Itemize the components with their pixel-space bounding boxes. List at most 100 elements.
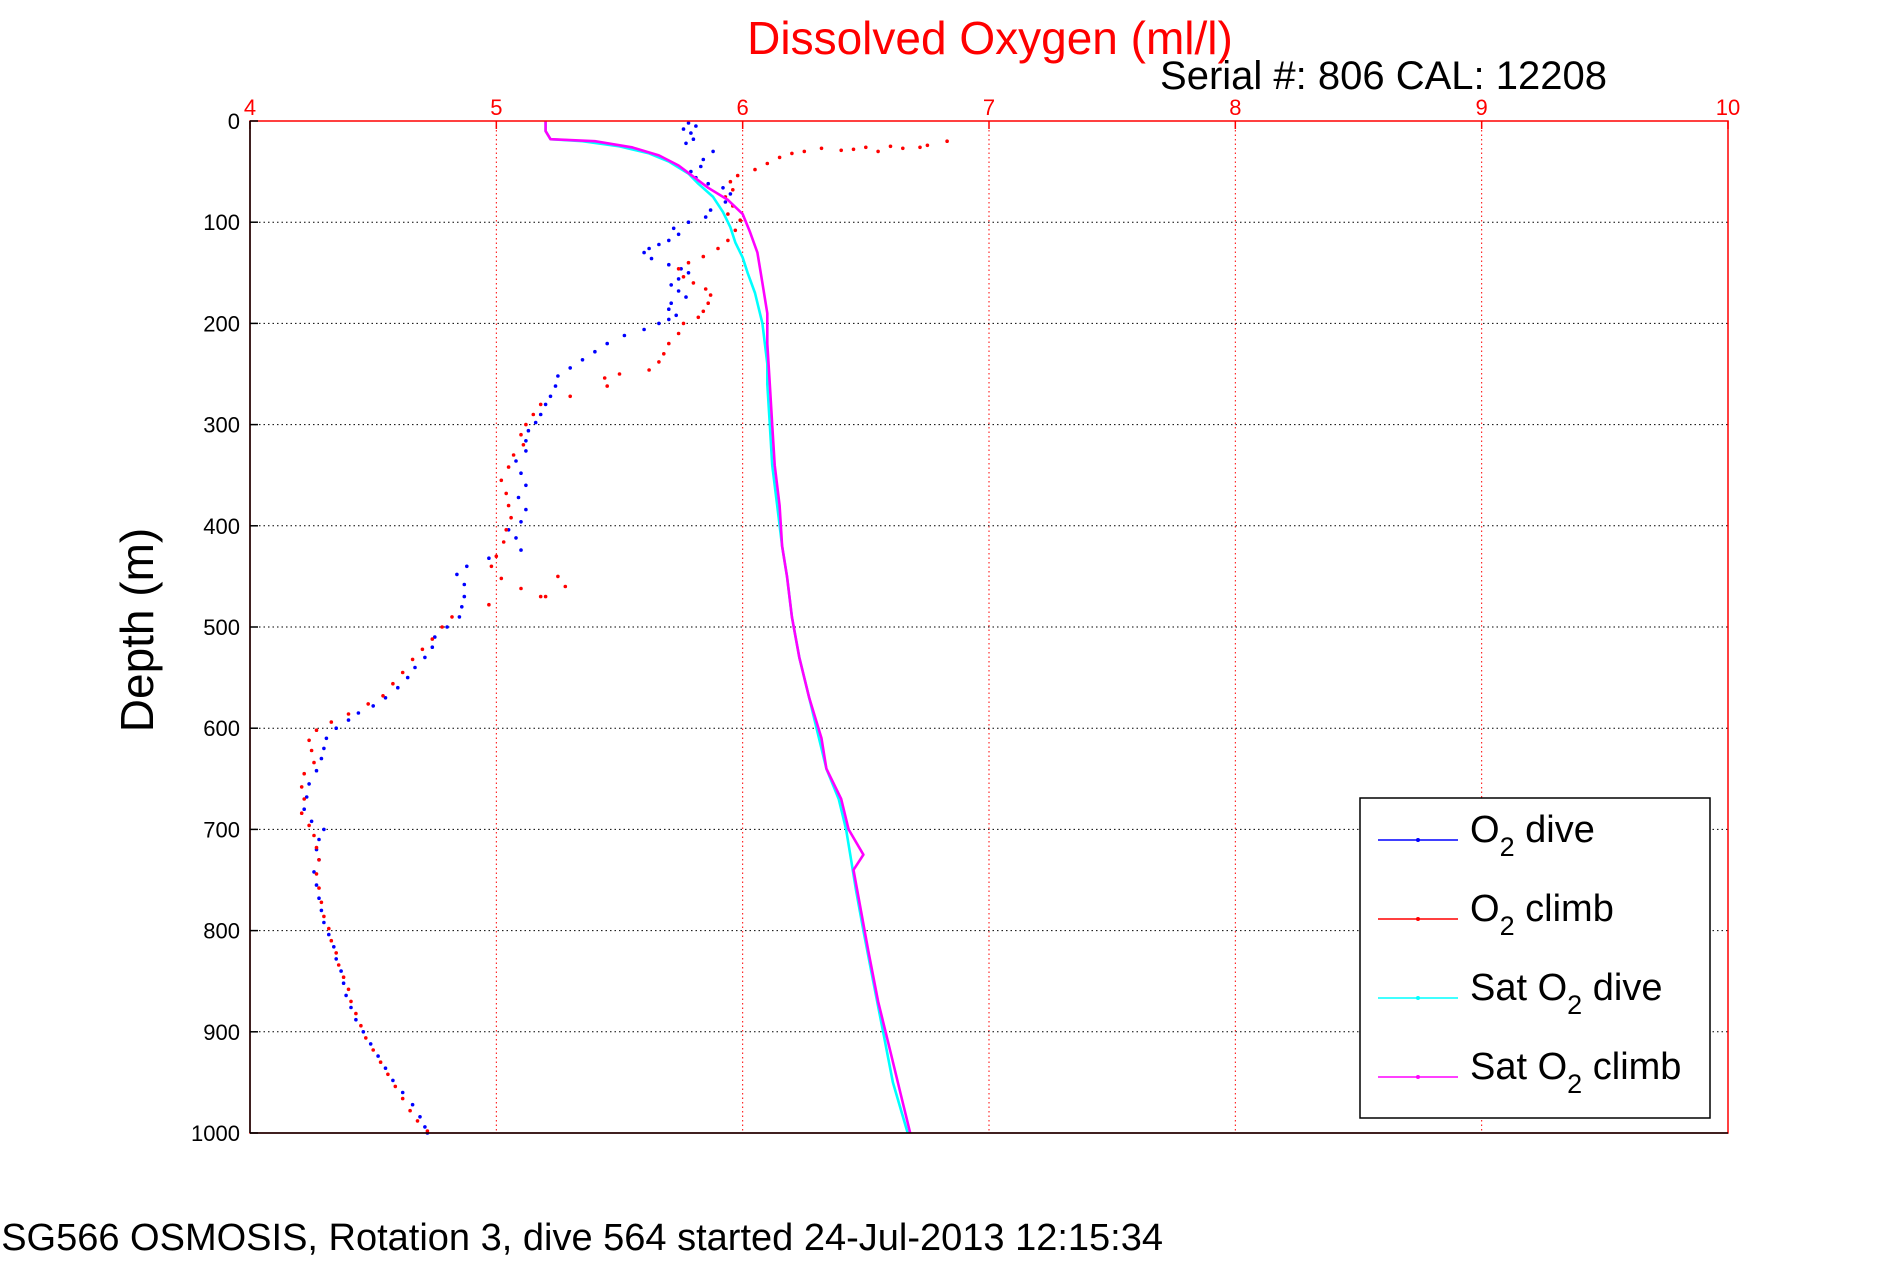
data-point [504,491,509,496]
data-point [332,945,336,949]
data-point [509,515,513,520]
data-point [676,267,681,271]
data-point [383,1066,388,1070]
data-point [524,439,528,443]
data-point [694,124,698,128]
y-tick-label: 300 [203,413,240,438]
data-point [314,872,319,876]
data-point [667,238,671,243]
series-1 [299,139,949,1133]
data-point [359,1023,363,1028]
y-tick-label: 800 [203,919,240,944]
data-point [312,833,316,838]
data-point [344,993,348,998]
data-point [499,576,504,581]
data-point [366,702,371,706]
data-point [319,900,324,905]
data-point [356,711,361,715]
data-point [642,327,646,332]
data-point [689,131,693,135]
data-point [519,520,523,524]
data-point [445,625,449,629]
data-point [642,250,646,255]
legend-marker [1416,996,1420,1000]
chart-title: Dissolved Oxygen (ml/l) [747,12,1233,64]
data-point [499,478,504,483]
data-point [317,886,321,890]
data-point [657,242,661,247]
y-tick-label: 600 [203,716,240,741]
data-point [735,173,740,178]
data-point [511,453,516,457]
data-point [726,238,730,243]
data-point [901,146,905,151]
data-point [526,428,531,433]
data-point [302,797,307,801]
data-point [302,807,307,811]
data-point [450,615,454,619]
x-tick-label: 4 [244,95,256,120]
data-point [605,384,609,388]
data-point [346,987,351,992]
data-point [524,507,528,512]
data-point [354,1011,358,1016]
data-point [647,246,651,251]
data-point [410,657,415,662]
data-point [400,670,405,675]
data-point [346,712,351,716]
data-point [314,768,319,773]
y-tick-label: 700 [203,817,240,842]
data-point [514,536,518,540]
data-point [679,267,683,271]
data-point [410,1102,415,1107]
data-point [723,200,728,204]
data-point [686,260,691,265]
series-0 [302,121,733,1135]
data-point [671,226,676,231]
x-tick-label: 8 [1229,95,1241,120]
data-point [519,471,523,476]
data-point [686,271,691,275]
data-point [309,819,314,824]
data-point [706,301,710,306]
data-point [925,143,930,148]
data-point [322,746,326,751]
data-point [708,293,713,297]
data-point [667,307,671,312]
data-point [383,696,388,700]
data-point [489,564,494,569]
y-tick-label: 500 [203,615,240,640]
y-tick-label: 1000 [191,1121,240,1146]
data-point [802,149,807,154]
data-point [568,394,572,399]
data-point [425,1129,430,1133]
data-point [317,896,321,900]
data-point [686,220,691,224]
legend-marker [1416,838,1420,842]
data-point [465,564,469,569]
data-point [386,1072,390,1077]
data-point [371,704,376,708]
y-tick-label: 200 [203,311,240,336]
data-point [430,637,435,641]
data-point [516,495,521,500]
data-point [418,1115,422,1119]
series-line [544,121,912,1134]
data-point [733,228,738,233]
data-point [302,771,307,776]
data-point [514,459,518,463]
data-point [322,827,326,832]
data-point [519,432,523,437]
data-point [669,301,673,306]
data-point [433,635,437,639]
data-point [327,932,331,937]
data-point [701,254,706,259]
data-point [423,1125,427,1129]
data-point [703,287,708,291]
data-point [676,289,681,293]
data-point [408,1108,412,1113]
data-point [538,402,543,407]
data-point [314,883,319,887]
data-point [312,870,316,874]
data-point [708,208,713,212]
